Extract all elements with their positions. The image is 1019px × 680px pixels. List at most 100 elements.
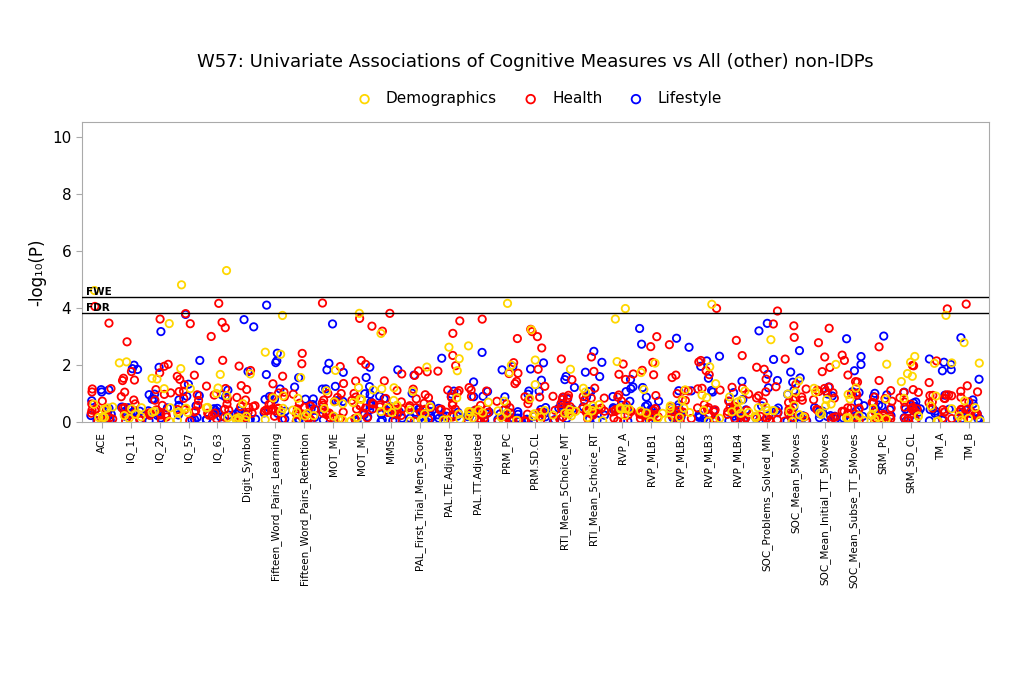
Point bbox=[943, 358, 959, 369]
Point bbox=[583, 409, 599, 420]
Point bbox=[84, 405, 100, 415]
Point bbox=[531, 392, 547, 403]
Point bbox=[497, 410, 514, 421]
Point bbox=[929, 409, 946, 420]
Point bbox=[842, 403, 858, 413]
Point bbox=[848, 410, 864, 421]
Point bbox=[232, 413, 249, 424]
Point bbox=[401, 405, 418, 415]
Point bbox=[680, 386, 696, 396]
Point bbox=[881, 413, 898, 424]
Point bbox=[237, 411, 254, 422]
Point bbox=[520, 414, 536, 425]
Point bbox=[920, 397, 936, 408]
Point bbox=[533, 343, 549, 354]
Point bbox=[526, 409, 542, 420]
Point bbox=[820, 381, 837, 392]
Point bbox=[171, 374, 187, 385]
Point bbox=[576, 395, 592, 406]
Point bbox=[835, 413, 851, 424]
Point bbox=[943, 403, 959, 414]
Point bbox=[823, 390, 840, 401]
Point bbox=[383, 407, 399, 418]
Point bbox=[438, 407, 454, 418]
Point bbox=[375, 393, 391, 404]
Point bbox=[842, 415, 858, 426]
Point bbox=[943, 390, 959, 401]
Point bbox=[821, 362, 838, 373]
Point bbox=[235, 314, 252, 325]
Point bbox=[934, 404, 951, 415]
Point bbox=[785, 385, 801, 396]
Point bbox=[968, 408, 984, 419]
Point bbox=[460, 341, 476, 352]
Point bbox=[818, 411, 835, 422]
Point bbox=[345, 388, 362, 399]
Point bbox=[734, 383, 750, 394]
Point bbox=[214, 355, 230, 366]
Point bbox=[101, 412, 117, 423]
Point bbox=[116, 410, 132, 421]
Point bbox=[780, 397, 796, 408]
Point bbox=[380, 407, 396, 418]
Point bbox=[476, 415, 492, 426]
Point bbox=[263, 399, 279, 410]
Point bbox=[218, 391, 234, 402]
Point bbox=[133, 403, 150, 413]
Point bbox=[558, 413, 575, 424]
Point bbox=[729, 396, 745, 407]
Point bbox=[604, 404, 621, 415]
Point bbox=[159, 403, 175, 413]
Point bbox=[816, 352, 833, 362]
Point bbox=[501, 415, 518, 426]
Point bbox=[574, 403, 590, 414]
Point bbox=[327, 396, 343, 407]
Point bbox=[952, 405, 968, 415]
Point bbox=[352, 313, 368, 324]
Point bbox=[178, 391, 195, 402]
Point bbox=[920, 354, 936, 364]
Point bbox=[750, 415, 766, 426]
Point bbox=[363, 396, 379, 407]
Point bbox=[733, 395, 749, 406]
Point bbox=[170, 409, 186, 420]
Point bbox=[364, 398, 380, 409]
Point bbox=[270, 403, 286, 414]
Point bbox=[371, 401, 387, 412]
Point bbox=[867, 413, 883, 424]
Point bbox=[325, 411, 341, 422]
Point bbox=[537, 411, 553, 422]
Point bbox=[727, 403, 743, 414]
Point bbox=[429, 409, 445, 420]
Point bbox=[200, 402, 216, 413]
Point bbox=[346, 413, 363, 424]
Point bbox=[306, 410, 322, 421]
Point bbox=[186, 407, 203, 418]
Point bbox=[187, 405, 204, 416]
Point bbox=[127, 409, 144, 420]
Point bbox=[849, 397, 865, 408]
Point bbox=[319, 364, 335, 375]
Point bbox=[622, 384, 638, 394]
Point bbox=[207, 408, 223, 419]
Point bbox=[850, 404, 866, 415]
Point bbox=[433, 404, 449, 415]
Point bbox=[834, 350, 850, 360]
Point bbox=[372, 399, 388, 410]
Point bbox=[690, 412, 706, 423]
Point bbox=[192, 355, 208, 366]
Point bbox=[826, 413, 843, 424]
Point bbox=[797, 415, 813, 426]
Point bbox=[117, 415, 133, 426]
Point bbox=[288, 414, 305, 425]
Point bbox=[561, 401, 578, 412]
Point bbox=[906, 403, 922, 413]
Point bbox=[848, 390, 864, 401]
Point bbox=[552, 354, 569, 364]
Point bbox=[927, 356, 944, 367]
Point bbox=[787, 386, 803, 397]
Point bbox=[276, 413, 292, 424]
Point bbox=[256, 405, 272, 416]
Point bbox=[683, 413, 699, 424]
Point bbox=[265, 392, 281, 403]
